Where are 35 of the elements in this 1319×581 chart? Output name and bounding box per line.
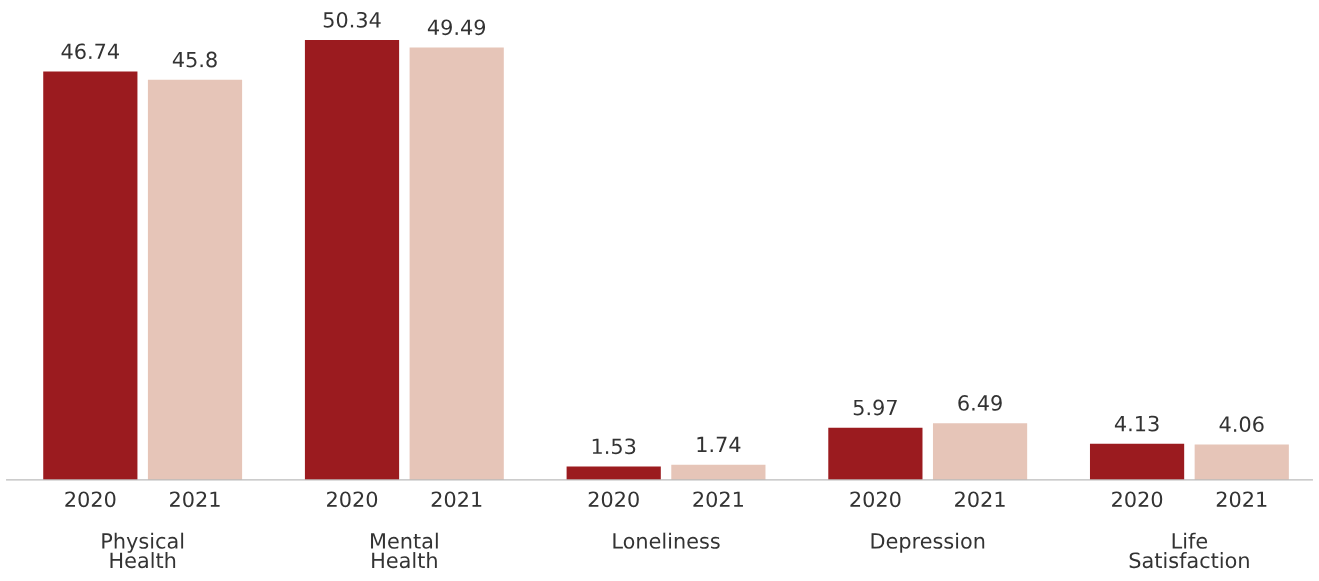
text: 2020	[327, 491, 378, 508]
bar	[566, 466, 661, 480]
text: 2021	[1216, 491, 1267, 508]
text: 2020	[850, 491, 901, 508]
data-label: 4.13	[1114, 415, 1159, 432]
series-label: 2020	[65, 491, 116, 508]
x-tick-label: Depression	[871, 532, 985, 553]
bar	[147, 79, 243, 480]
x-tick-label: Physical Health	[102, 532, 184, 569]
data-label: 5.97	[853, 399, 897, 416]
bar	[1194, 444, 1289, 480]
bar	[304, 40, 400, 480]
data-label: 6.49	[958, 395, 1002, 411]
data-label: 49.49	[427, 19, 486, 36]
text: 2021	[955, 491, 1005, 508]
bar	[43, 71, 138, 480]
series-label: 2021	[170, 491, 220, 508]
bar	[671, 464, 766, 480]
bar	[932, 423, 1028, 480]
data-label: 1.53	[592, 438, 636, 455]
x-tick-label: Life Satisfaction	[1129, 532, 1249, 569]
x-tick-label: Loneliness	[613, 532, 720, 549]
bar	[409, 47, 504, 480]
text: 2021	[693, 491, 743, 508]
data-label: 4.06	[1219, 416, 1264, 433]
bar	[1089, 443, 1185, 480]
text: 2020	[588, 491, 639, 508]
x-tick-label: Mental Health	[371, 532, 438, 569]
data-label: 45.8	[172, 51, 217, 68]
data-label: 46.74	[61, 43, 119, 60]
bar	[828, 427, 923, 480]
text: 2021	[431, 491, 482, 508]
text: 2020	[1112, 491, 1163, 508]
data-label: 50.34	[323, 11, 381, 28]
data-label: 1.74	[697, 436, 741, 453]
